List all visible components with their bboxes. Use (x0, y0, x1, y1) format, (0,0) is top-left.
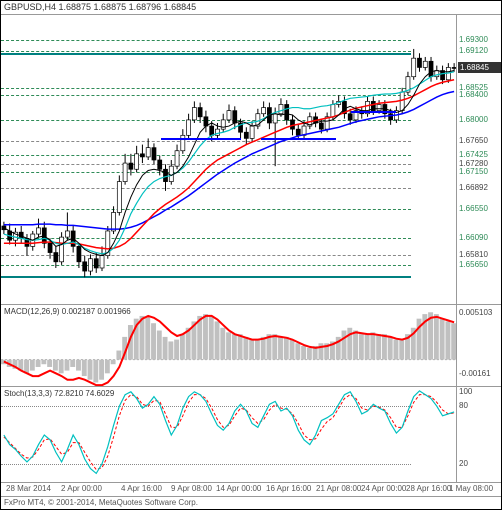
forex-chart-window: GBPUSD,H4 1.68875 1.68875 1.68796 1.6884… (0, 0, 502, 510)
current-price: 1.68845 (458, 62, 501, 73)
macd-label: MACD(12,26,9) 0.002187 0.001966 (4, 307, 131, 316)
stoch-label: Stoch(13,3,3) 72.8210 74.6029 (4, 389, 114, 398)
main-price-panel[interactable]: 1.658101.668921.672801.676501.656501.660… (1, 15, 501, 305)
price-yaxis: 1.658101.668921.672801.676501.656501.660… (456, 15, 501, 304)
time-axis: 28 Mar 20142 Apr 00:004 Apr 16:009 Apr 0… (1, 483, 501, 496)
chart-title: GBPUSD,H4 1.68875 1.68875 1.68796 1.6884… (4, 2, 196, 12)
copyright-text: FxPro MT4, © 2001-2014, MetaQuotes Softw… (4, 498, 198, 507)
stoch-panel[interactable]: Stoch(13,3,3) 72.8210 74.6029 2080100 (1, 387, 501, 483)
price-chart-area[interactable] (1, 15, 456, 304)
macd-yaxis: 0.005103-0.00161 (456, 305, 501, 386)
stoch-yaxis: 2080100 (456, 387, 501, 482)
title-bar: GBPUSD,H4 1.68875 1.68875 1.68796 1.6884… (1, 1, 501, 15)
footer: FxPro MT4, © 2001-2014, MetaQuotes Softw… (1, 496, 501, 509)
stoch-chart-area[interactable] (1, 387, 456, 482)
macd-chart-area[interactable] (1, 305, 456, 386)
macd-panel[interactable]: MACD(12,26,9) 0.002187 0.001966 0.005103… (1, 305, 501, 387)
